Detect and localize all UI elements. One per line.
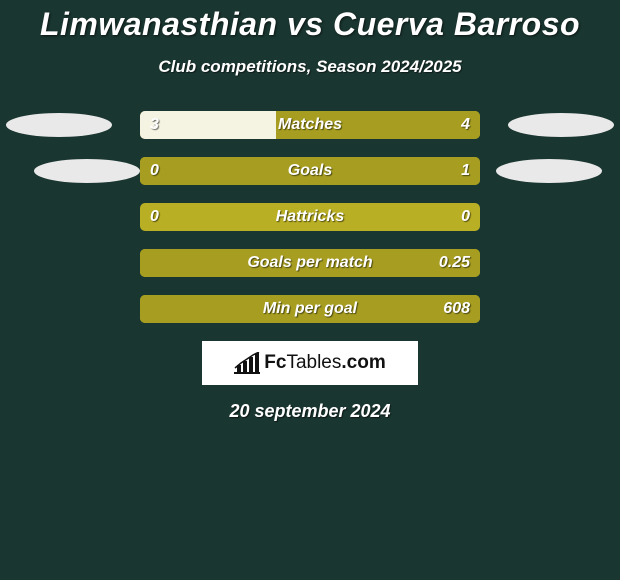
stat-value-right: 0 [461,203,470,231]
bar-chart-icon [234,352,260,374]
stat-label: Goals per match [140,249,480,277]
stat-value-left: 0 [150,203,159,231]
comparison-infographic: Limwanasthian vs Cuerva Barroso Club com… [0,0,620,580]
stat-value-right: 1 [461,157,470,185]
stat-row: Goals per match0.25 [0,249,620,277]
brand-bold: Fc [264,352,286,373]
team-flag-right [496,159,602,183]
page-title: Limwanasthian vs Cuerva Barroso [0,0,620,43]
stat-label: Matches [140,111,480,139]
brand-light: Tables [286,352,341,373]
team-flag-left [6,113,112,137]
brand-text: FcTables.com [264,352,385,374]
stat-value-right: 0.25 [439,249,470,277]
stat-label: Hattricks [140,203,480,231]
page-subtitle: Club competitions, Season 2024/2025 [0,57,620,77]
stat-value-left: 0 [150,157,159,185]
team-flag-right [508,113,614,137]
stat-label: Min per goal [140,295,480,323]
stat-row: Min per goal608 [0,295,620,323]
stat-value-left: 3 [150,111,159,139]
date-text: 20 september 2024 [0,401,620,422]
stat-rows-container: Matches34Goals01Hattricks00Goals per mat… [0,111,620,323]
stat-value-right: 608 [443,295,470,323]
stat-row: Matches3 4 [0,111,620,139]
stat-row: Hattricks0 0 [0,203,620,231]
team-flag-left [34,159,140,183]
brand-logo: FcTables.com [234,352,385,374]
stat-value-right: 4 [461,111,470,139]
stat-row: Goals0 1 [0,157,620,185]
brand-suffix: .com [341,352,385,373]
brand-logo-box: FcTables.com [202,341,418,385]
stat-label: Goals [140,157,480,185]
